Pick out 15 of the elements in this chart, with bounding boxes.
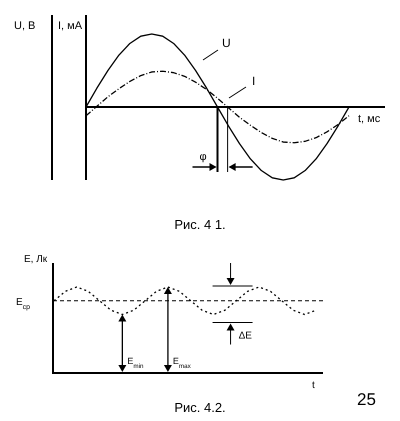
y-axis-title: E, Лк xyxy=(24,254,48,265)
x-axis-title: t, мс xyxy=(358,113,381,125)
text: U xyxy=(222,36,231,50)
ref-line-label: E$_{ср}$ xyxy=(16,296,30,310)
text: Рис. 4.2. xyxy=(174,400,226,415)
annotation: E$_{max}$ xyxy=(172,356,192,370)
annotation: φ xyxy=(200,151,207,163)
text: 25 xyxy=(357,390,376,409)
text: I xyxy=(252,74,256,88)
x-axis-title: t xyxy=(312,380,315,391)
text: Рис. 4 1. xyxy=(174,217,226,232)
annotation: E$_{min}$ xyxy=(127,356,144,370)
y-axis-title: U, В xyxy=(14,20,36,32)
annotation: ΔE xyxy=(238,330,252,342)
y2-axis-title: I, мА xyxy=(58,20,83,32)
